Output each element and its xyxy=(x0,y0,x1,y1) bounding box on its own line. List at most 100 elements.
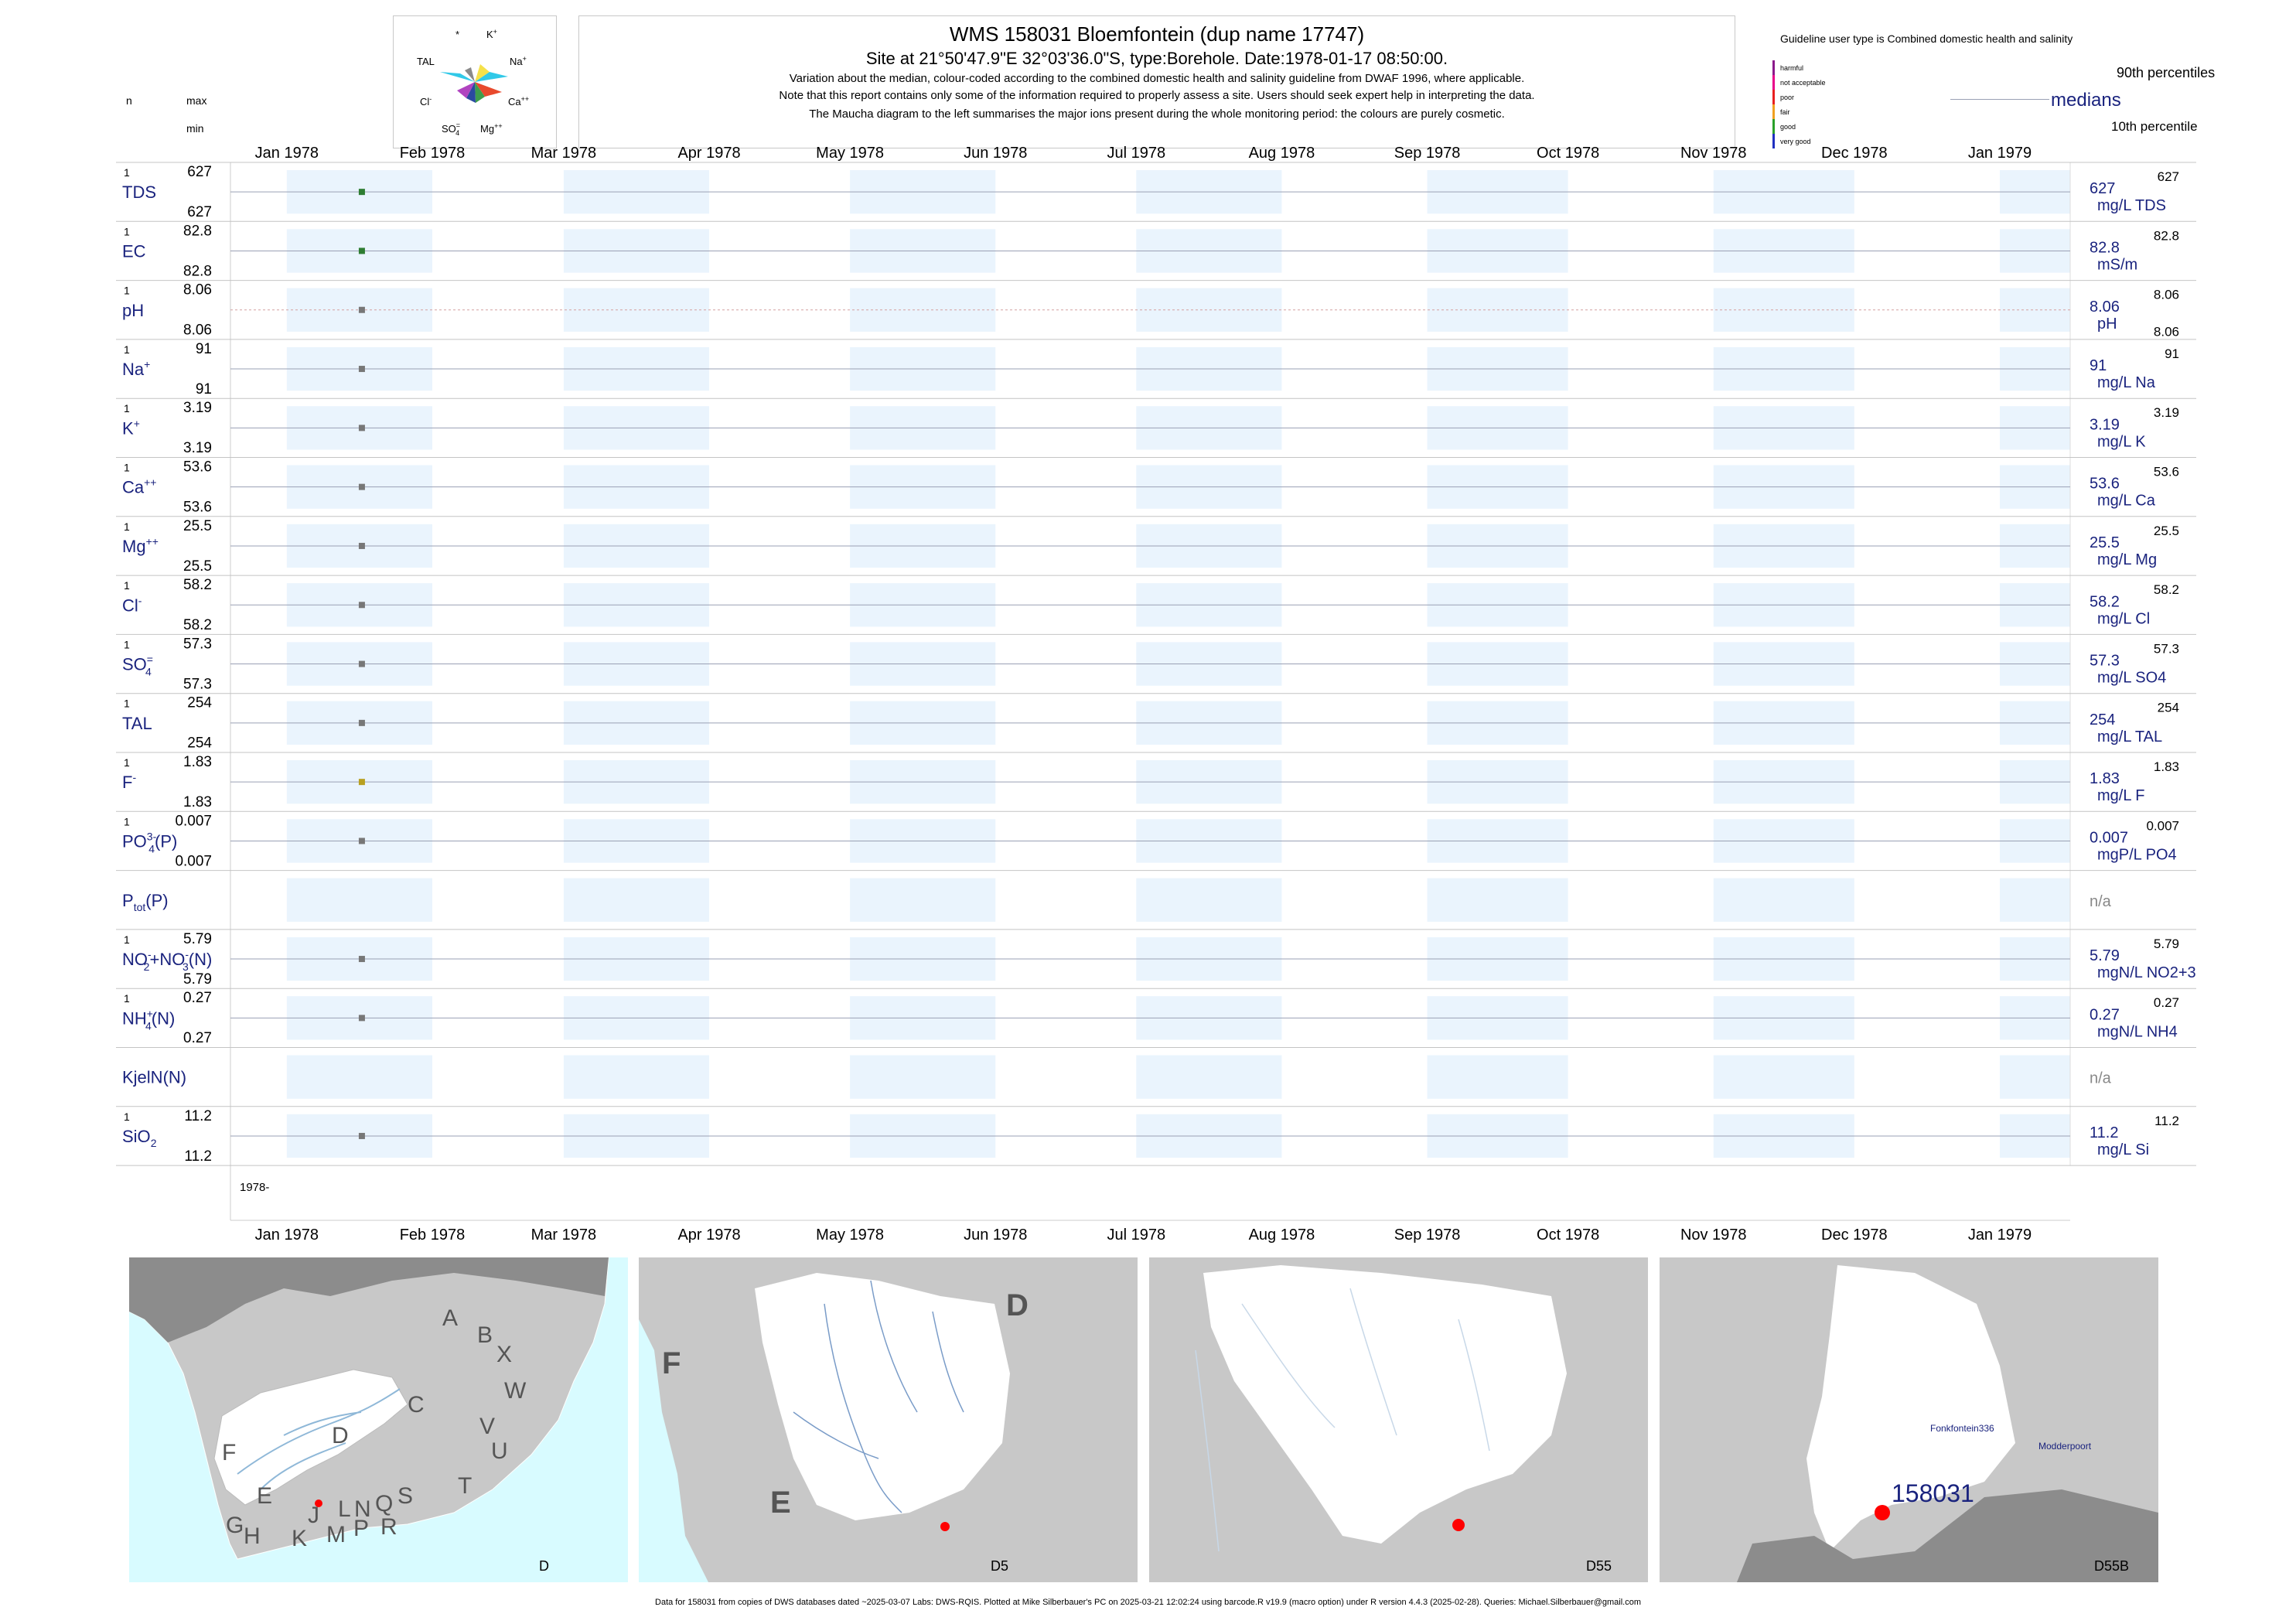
map-place-fonkfontein: Fonkfontein336 xyxy=(1930,1423,1994,1434)
map-letter-e: E xyxy=(770,1486,791,1520)
row-max: 254 xyxy=(187,695,212,711)
map-rivers-d5 xyxy=(793,1280,964,1513)
map-rivers-d55 xyxy=(1195,1288,1490,1552)
row-median: 91 xyxy=(2090,357,2107,374)
month-label-top: Feb 1978 xyxy=(400,145,466,162)
maucha-label-k: K+ xyxy=(486,28,497,40)
map-site-marker xyxy=(315,1499,322,1507)
row-n: 1 xyxy=(124,520,130,533)
row-max: 53.6 xyxy=(183,459,212,476)
month-shade xyxy=(1999,878,2070,922)
month-label-bottom: Apr 1978 xyxy=(677,1227,740,1244)
map-drainage-letter: C xyxy=(408,1392,425,1418)
row-parameter-name: NO-2+NO-3(N) xyxy=(122,948,212,973)
row-median: 3.19 xyxy=(2090,416,2120,433)
note-line-1: Variation about the median, colour-coded… xyxy=(789,72,1525,85)
row-unit: mg/L TDS xyxy=(2097,197,2166,214)
month-shade xyxy=(1999,288,2070,332)
row-median-na: n/a xyxy=(2090,893,2112,910)
map-site-marker-d55 xyxy=(1452,1519,1465,1531)
col-label-max: max xyxy=(186,94,207,107)
month-label-bottom: Aug 1978 xyxy=(1249,1227,1315,1244)
sample-point xyxy=(358,1132,365,1139)
row-p90: 254 xyxy=(2158,701,2179,715)
row-min: 254 xyxy=(187,735,212,752)
row-parameter-name: SiO2 xyxy=(122,1127,157,1149)
row-min: 25.5 xyxy=(183,558,212,575)
maucha-label-star: * xyxy=(455,29,459,40)
sample-point xyxy=(358,1015,365,1022)
month-label-bottom: Sep 1978 xyxy=(1394,1227,1461,1244)
maucha-diagram: * K+ TAL Na+ Cl- Ca++ SO= 4 Mg++ xyxy=(417,28,529,137)
month-label-bottom: May 1978 xyxy=(816,1227,884,1244)
row-n: 1 xyxy=(124,166,130,179)
month-shade xyxy=(1999,1055,2070,1099)
row-p90: 91 xyxy=(2165,346,2179,361)
month-label-bottom: Nov 1978 xyxy=(1680,1227,1747,1244)
sample-point xyxy=(358,719,365,726)
maucha-label-so4: SO= 4 xyxy=(442,121,460,137)
guideline-swatch xyxy=(1772,90,1775,104)
month-shade xyxy=(1136,1055,1282,1099)
row-max: 25.5 xyxy=(183,518,212,534)
row-n: 1 xyxy=(124,1111,130,1123)
map-letter-d: D xyxy=(1006,1288,1029,1322)
map-site-marker-d5 xyxy=(940,1522,950,1531)
maucha-segment-cl xyxy=(457,82,475,98)
row-p90: 57.3 xyxy=(2154,641,2179,656)
month-label-top: Jun 1978 xyxy=(964,145,1027,162)
month-label-top: Oct 1978 xyxy=(1537,145,1599,162)
row-min: 53.6 xyxy=(183,500,212,516)
month-label-bottom: Jan 1979 xyxy=(1968,1227,2032,1244)
month-shade xyxy=(1713,288,1854,332)
row-min: 5.79 xyxy=(183,971,212,988)
map-drainage-letter: E xyxy=(257,1483,272,1509)
page-title: WMS 158031 Bloemfontein (dup name 17747) xyxy=(949,22,1365,46)
map-catchment-d55b xyxy=(1806,1265,2015,1551)
row-min: 58.2 xyxy=(183,617,212,633)
row-p90: 0.27 xyxy=(2154,995,2179,1010)
month-shade xyxy=(1713,878,1854,922)
maucha-segment-so4 xyxy=(466,82,476,103)
row-parameter-name: TAL xyxy=(122,714,152,733)
row-unit: mgP/L PO4 xyxy=(2097,846,2177,863)
month-label-bottom: Jun 1978 xyxy=(964,1227,1027,1244)
row-median: 58.2 xyxy=(2090,593,2120,610)
map-drainage-letter: V xyxy=(479,1414,495,1439)
map-drainage-letter: N xyxy=(354,1496,371,1522)
month-label-bottom: Jul 1978 xyxy=(1107,1227,1165,1244)
map-caption-d55: D55 xyxy=(1586,1558,1612,1574)
site-info: Site at 21°50'47.9"E 32°03'36.0"S, type:… xyxy=(865,49,1448,68)
map-land-north-dark xyxy=(129,1257,609,1343)
row-median: 11.2 xyxy=(2090,1124,2118,1141)
sample-point xyxy=(358,779,365,786)
row-max: 1.83 xyxy=(183,754,212,770)
legend-medians: medians xyxy=(2051,90,2121,111)
map-drainage-letter: A xyxy=(442,1305,458,1331)
guideline-swatch xyxy=(1772,104,1775,119)
row-median: 82.8 xyxy=(2090,239,2120,256)
map-panel-d5: D F E D5 xyxy=(639,1257,1138,1582)
row-min: 11.2 xyxy=(184,1148,212,1165)
row-p90: 53.6 xyxy=(2154,465,2179,479)
month-label-bottom: Mar 1978 xyxy=(531,1227,597,1244)
map-drainage-letter: R xyxy=(380,1514,397,1540)
row-median-na: n/a xyxy=(2090,1070,2112,1087)
guideline-swatch xyxy=(1772,60,1775,75)
maucha-segment-ca xyxy=(475,82,502,97)
guideline-level: very good xyxy=(1772,134,1811,148)
row-n: 1 xyxy=(124,402,130,415)
legend-median-line xyxy=(1950,99,2049,100)
map-drainage-letter: X xyxy=(496,1342,512,1367)
legend-p90: 90th percentiles xyxy=(2117,65,2216,80)
month-label-top: May 1978 xyxy=(816,145,884,162)
row-n: 1 xyxy=(124,992,130,1005)
sample-point xyxy=(358,189,365,196)
row-min: 91 xyxy=(196,381,212,397)
map-catchment-d55 xyxy=(1203,1265,1567,1544)
month-label-top: Jul 1978 xyxy=(1107,145,1165,162)
row-median: 8.06 xyxy=(2090,299,2120,316)
row-p90: 1.83 xyxy=(2154,759,2179,774)
guideline-level-label: good xyxy=(1780,122,1796,131)
maucha-label-cl: Cl- xyxy=(420,95,432,107)
